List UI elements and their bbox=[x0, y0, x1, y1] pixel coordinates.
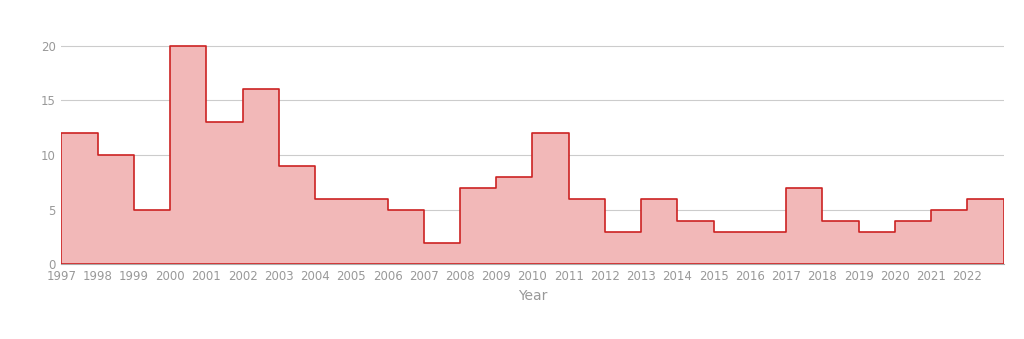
X-axis label: Year: Year bbox=[518, 288, 547, 302]
